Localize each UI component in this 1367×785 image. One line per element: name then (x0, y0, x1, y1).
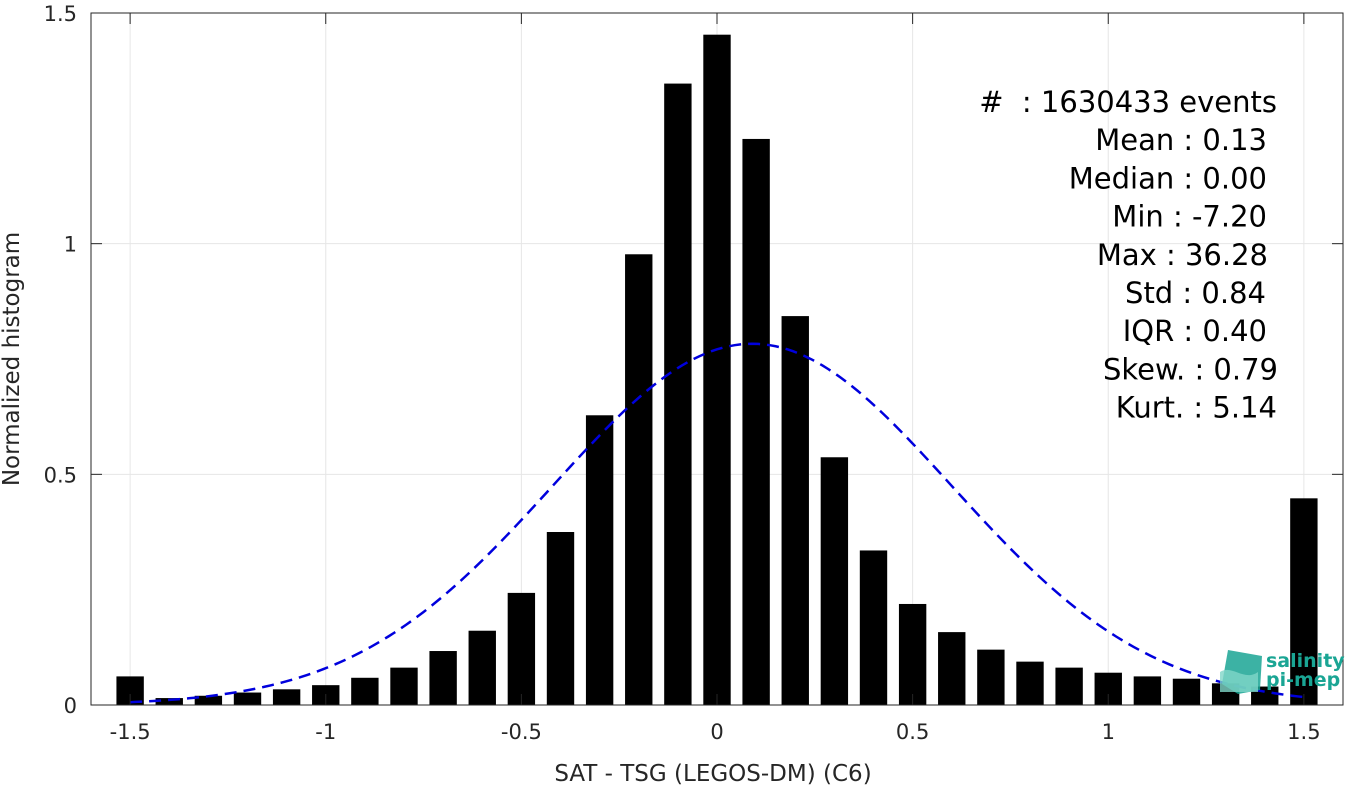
axis-ticks: -1.5 -1 -0.5 0 0.5 1 1.5 0 0.5 1 1.5 (44, 2, 1343, 744)
x-tick-label-2: -0.5 (501, 720, 542, 744)
x-tick-label-6: 1.5 (1287, 720, 1320, 744)
bar-19 (859, 550, 888, 705)
bar-1 (155, 698, 183, 705)
bar-21 (938, 632, 966, 705)
statistics-annotation: # : 1630433 events Mean : 0.13 Median : 0.… (979, 85, 1278, 425)
stat-line-7: Skew. : 0.79 (1103, 352, 1278, 386)
stat-line-3: Min : -7.20 (1112, 200, 1267, 234)
bar-14 (664, 83, 692, 706)
stat-line-8: Kurt. : 5.14 (1116, 391, 1277, 425)
bar-17 (781, 316, 809, 705)
x-tick-label-5: 1 (1102, 720, 1115, 744)
x-tick-label-0: -1.5 (110, 720, 151, 744)
stat-line-4: Max : 36.28 (1097, 238, 1268, 272)
bar-15 (703, 34, 731, 705)
bar-22 (977, 649, 1005, 705)
histogram-bars (116, 34, 1318, 706)
stat-line-0: # : 1630433 events (979, 85, 1277, 119)
bar-13 (625, 254, 653, 705)
stat-line-5: Std : 0.84 (1125, 276, 1266, 310)
y-tick-label-1: 0.5 (44, 463, 77, 487)
y-tick-label-2: 1 (64, 233, 77, 257)
bar-3 (233, 692, 262, 705)
gaussian-fit-curve (130, 342, 1305, 704)
salinity-pimep-logo: salinity pi-mep (1220, 650, 1345, 694)
y-axis-title: Normalized histogram (0, 232, 25, 486)
bar-18 (820, 457, 849, 705)
bar-16 (742, 138, 770, 706)
bar-7 (390, 667, 418, 705)
bar-2 (194, 695, 223, 705)
bar-6 (351, 677, 379, 705)
y-tick-label-0: 0 (64, 694, 77, 718)
bar-8 (429, 651, 457, 705)
x-axis-title: SAT - TSG (LEGOS-DM) (C6) (554, 761, 871, 785)
bar-11 (546, 532, 575, 705)
stat-line-1: Mean : 0.13 (1095, 123, 1267, 157)
bar-20 (898, 603, 927, 705)
bar-12 (585, 415, 614, 705)
logo-wave-icon (1220, 669, 1258, 692)
bar-23 (1016, 661, 1044, 705)
stat-line-2: Median : 0.00 (1069, 161, 1267, 195)
bar-26 (1133, 676, 1162, 705)
bar-10 (507, 592, 536, 705)
bar-30 (1290, 498, 1318, 705)
x-tick-label-1: -1 (315, 720, 336, 744)
bar-4 (272, 689, 301, 705)
x-tick-label-4: 0.5 (896, 720, 929, 744)
bar-27 (1172, 678, 1201, 705)
logo-text-salinity: salinity (1266, 650, 1345, 672)
bar-24 (1055, 667, 1083, 705)
logo-text-pimep: pi-mep (1266, 669, 1340, 691)
x-tick-label-3: 0 (710, 720, 723, 744)
y-tick-label-3: 1.5 (44, 2, 77, 26)
stat-line-6: IQR : 0.40 (1123, 314, 1267, 348)
bar-9 (468, 630, 496, 705)
